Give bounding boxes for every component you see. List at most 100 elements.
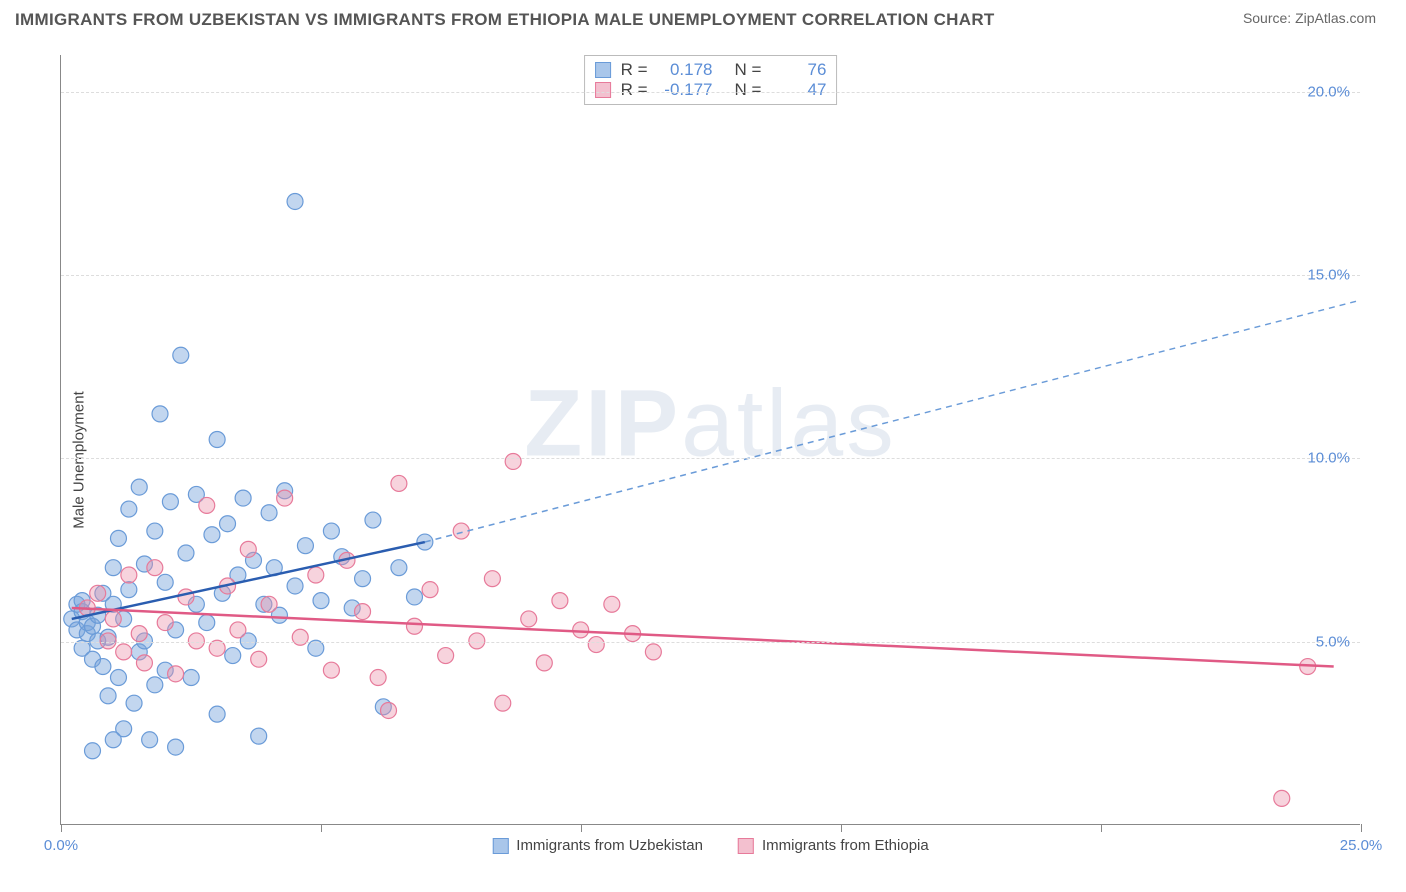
data-point bbox=[323, 523, 339, 539]
data-point bbox=[381, 702, 397, 718]
data-point bbox=[604, 596, 620, 612]
data-point bbox=[287, 193, 303, 209]
data-point bbox=[251, 651, 267, 667]
data-point bbox=[209, 706, 225, 722]
data-point bbox=[178, 589, 194, 605]
x-tick bbox=[61, 824, 62, 832]
data-point bbox=[365, 512, 381, 528]
data-point bbox=[292, 629, 308, 645]
r-label: R = bbox=[621, 80, 648, 100]
data-point bbox=[422, 582, 438, 598]
data-point bbox=[251, 728, 267, 744]
data-point bbox=[100, 688, 116, 704]
x-tick bbox=[1101, 824, 1102, 832]
y-tick-label: 20.0% bbox=[1307, 83, 1350, 100]
gridline bbox=[61, 275, 1360, 276]
data-point bbox=[142, 732, 158, 748]
x-tick-label: 25.0% bbox=[1340, 837, 1383, 854]
data-point bbox=[391, 560, 407, 576]
chart-title: IMMIGRANTS FROM UZBEKISTAN VS IMMIGRANTS… bbox=[15, 10, 995, 30]
data-point bbox=[116, 644, 132, 660]
data-point bbox=[552, 593, 568, 609]
gridline bbox=[61, 642, 1360, 643]
data-point bbox=[220, 516, 236, 532]
data-point bbox=[131, 479, 147, 495]
data-point bbox=[261, 596, 277, 612]
series-swatch bbox=[492, 838, 508, 854]
gridline bbox=[61, 458, 1360, 459]
data-point bbox=[209, 432, 225, 448]
y-tick-label: 5.0% bbox=[1316, 633, 1350, 650]
data-point bbox=[168, 666, 184, 682]
data-point bbox=[645, 644, 661, 660]
data-point bbox=[391, 475, 407, 491]
data-point bbox=[95, 659, 111, 675]
x-legend: Immigrants from Uzbekistan Immigrants fro… bbox=[492, 837, 928, 854]
data-point bbox=[1274, 790, 1290, 806]
series-swatch bbox=[595, 62, 611, 78]
source-label: Source: ZipAtlas.com bbox=[1243, 10, 1376, 26]
r-label: R = bbox=[621, 60, 648, 80]
data-point bbox=[230, 622, 246, 638]
data-point bbox=[121, 567, 137, 583]
data-point bbox=[199, 497, 215, 513]
data-point bbox=[110, 670, 126, 686]
data-point bbox=[173, 347, 189, 363]
data-point bbox=[484, 571, 500, 587]
data-point bbox=[85, 743, 101, 759]
data-point bbox=[355, 571, 371, 587]
data-point bbox=[204, 527, 220, 543]
data-point bbox=[157, 574, 173, 590]
trend-line-extension bbox=[425, 300, 1360, 542]
data-point bbox=[105, 560, 121, 576]
n-label: N = bbox=[735, 60, 762, 80]
data-point bbox=[355, 604, 371, 620]
legend-item: Immigrants from Uzbekistan bbox=[492, 837, 703, 854]
data-point bbox=[105, 611, 121, 627]
y-tick-label: 10.0% bbox=[1307, 450, 1350, 467]
data-point bbox=[183, 670, 199, 686]
legend-item: Immigrants from Ethiopia bbox=[738, 837, 929, 854]
data-point bbox=[157, 615, 173, 631]
correlation-row: R = 0.178 N = 76 bbox=[595, 60, 827, 80]
data-point bbox=[438, 648, 454, 664]
chart-container: Male Unemployment ZIPatlas R =0.178N =76… bbox=[15, 45, 1391, 875]
data-point bbox=[287, 578, 303, 594]
data-point bbox=[277, 490, 293, 506]
data-point bbox=[240, 541, 256, 557]
data-point bbox=[131, 626, 147, 642]
legend-label: Immigrants from Ethiopia bbox=[762, 837, 929, 854]
data-point bbox=[313, 593, 329, 609]
data-point bbox=[505, 453, 521, 469]
data-point bbox=[521, 611, 537, 627]
correlation-row: R =-0.177N =47 bbox=[595, 80, 827, 100]
n-value: 47 bbox=[771, 80, 826, 100]
data-point bbox=[105, 732, 121, 748]
data-point bbox=[573, 622, 589, 638]
data-point bbox=[225, 648, 241, 664]
x-tick-label: 0.0% bbox=[44, 837, 78, 854]
data-point bbox=[178, 545, 194, 561]
series-swatch bbox=[738, 838, 754, 854]
r-value: 0.178 bbox=[658, 60, 713, 80]
data-point bbox=[495, 695, 511, 711]
legend-label: Immigrants from Uzbekistan bbox=[516, 837, 703, 854]
data-point bbox=[147, 523, 163, 539]
x-tick bbox=[1361, 824, 1362, 832]
x-tick bbox=[841, 824, 842, 832]
plot-svg bbox=[61, 55, 1360, 824]
gridline bbox=[61, 92, 1360, 93]
data-point bbox=[168, 739, 184, 755]
plot-area: ZIPatlas R =0.178N =76R =-0.177N =47 Imm… bbox=[60, 55, 1360, 825]
data-point bbox=[261, 505, 277, 521]
x-tick bbox=[581, 824, 582, 832]
data-point bbox=[136, 655, 152, 671]
data-point bbox=[121, 501, 137, 517]
data-point bbox=[199, 615, 215, 631]
data-point bbox=[297, 538, 313, 554]
data-point bbox=[235, 490, 251, 506]
data-point bbox=[152, 406, 168, 422]
data-point bbox=[121, 582, 137, 598]
n-value: 76 bbox=[771, 60, 826, 80]
data-point bbox=[147, 677, 163, 693]
